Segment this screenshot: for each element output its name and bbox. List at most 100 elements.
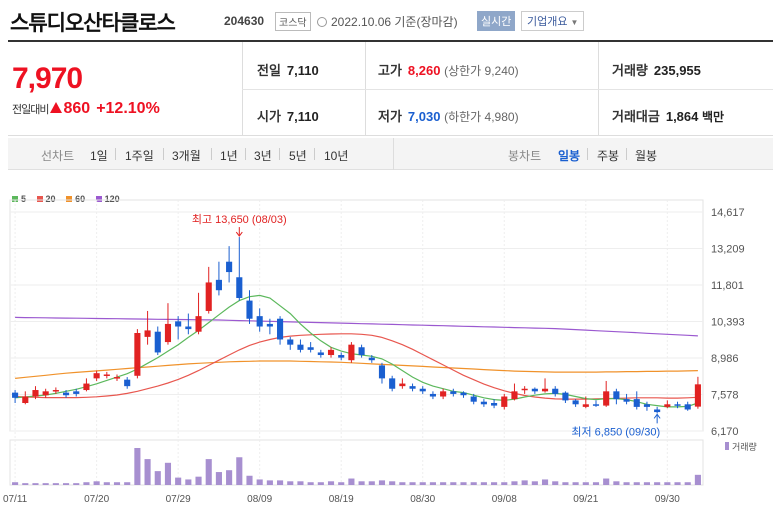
volume-bar [633,482,640,485]
candle-body [215,279,222,291]
candle-body [694,384,701,407]
candle-daily[interactable]: 일봉 [558,149,581,163]
candle-body [429,393,436,397]
candle-weekly[interactable]: 주봉 [597,149,620,163]
volume-bar [62,483,70,485]
period-1d[interactable]: 1일 [90,149,108,163]
candle-body [42,391,49,396]
candle-body [32,390,39,397]
volume-bar [42,483,49,485]
period-3y[interactable]: 3년 [254,149,272,163]
x-tick-label: 09/30 [655,494,680,505]
candle-body [164,323,172,343]
high-value: 8,260 [407,63,441,78]
volume-bar [103,482,110,485]
volume-bar [664,482,671,485]
volume-bar [531,481,538,485]
candle-body [399,383,406,387]
candle-body [633,399,640,407]
volume-bar [73,483,80,485]
candle-body [73,391,80,394]
period-bar: 선차트 1일 1주일 3개월 1년 3년 5년 10년 봉차트 일봉 주봉 월봉 [8,138,773,170]
volume-bar [419,482,426,485]
candle-body [368,357,375,361]
separator [163,148,164,160]
volume-label: 거래량 [612,63,648,78]
volume-bar [541,479,549,485]
candle-body [541,388,549,392]
candle-body [480,401,487,405]
up-triangle-icon [50,102,63,113]
period-1w[interactable]: 1주일 [125,149,154,163]
stock-name: 스튜디오산타클로스 [10,12,176,35]
candle-body [501,396,508,407]
low-cell: 저가 7,030 (하한가 4,980) [378,106,519,125]
low-value: 7,030 [407,109,441,124]
prev-close-value: 7,110 [286,63,319,78]
candle-body [643,404,651,407]
volume-bar [297,481,304,485]
candle-body [582,404,589,407]
change-percent: +12.10% [96,100,160,117]
candle-body [22,396,29,403]
candle-body [491,402,498,406]
candle-body [307,347,314,350]
volume-bar [399,482,406,485]
period-10y[interactable]: 10년 [324,149,349,163]
volume-bar [124,482,131,485]
candle-body [287,339,294,345]
ma5-line [15,294,699,408]
separator [314,148,315,160]
volume-bar [277,480,284,485]
volume-bar [215,472,222,485]
volume-bar [378,480,386,485]
y-tick-label: 14,617 [711,207,745,219]
y-tick-label: 13,209 [711,244,745,256]
candle-body [470,396,477,402]
candle-body [327,349,335,356]
separator [211,148,212,160]
period-1y[interactable]: 1년 [220,149,238,163]
volume-bar [654,482,661,485]
volume-bar [643,482,651,485]
realtime-button[interactable]: 실시간 [477,11,516,31]
period-3m[interactable]: 3개월 [172,149,201,163]
candle-body [226,261,233,273]
volume-bar [409,482,416,485]
candle-body [603,391,610,406]
volume-bar [684,482,691,485]
lower-limit: (하한가 4,980) [444,110,519,124]
volume-bar [22,483,29,485]
period-5y[interactable]: 5년 [289,149,307,163]
legend-ma60: 60 [66,194,85,204]
volume-bar [552,481,559,485]
candle-body [144,330,151,337]
chart-frame [9,199,704,432]
chart-legend: 5 20 60 120 [12,194,128,204]
candlestick-chart[interactable]: 14,617 13,209 11,801 10,393 8,986 7,578 6,170 0… [0,188,773,512]
volume-legend-swatch [725,442,729,450]
volume-bar [175,477,182,485]
candle-body [62,392,70,396]
volume-bar [470,482,477,485]
candle-body [664,404,671,407]
x-tick-label: 08/09 [247,494,272,505]
separator [245,148,246,160]
candle-monthly[interactable]: 월봉 [635,149,658,163]
volume-bar [52,483,59,485]
divider [242,89,773,90]
candle-body [613,391,620,400]
candle-body [195,316,202,332]
y-tick-label: 7,578 [711,390,739,402]
prev-close-label: 전일 [257,63,281,78]
volume-bar [389,481,396,485]
candle-body [623,399,630,402]
company-info-dropdown[interactable]: 기업개요 ▼ [521,11,585,31]
candle-body [205,282,212,311]
volume-bar [195,476,202,485]
volume-bar [327,481,335,485]
y-tick-label: 11,801 [711,280,744,292]
open-cell: 시가 7,110 [257,106,319,125]
change-label: 전일대비 [12,104,49,116]
candle-body [154,331,161,353]
